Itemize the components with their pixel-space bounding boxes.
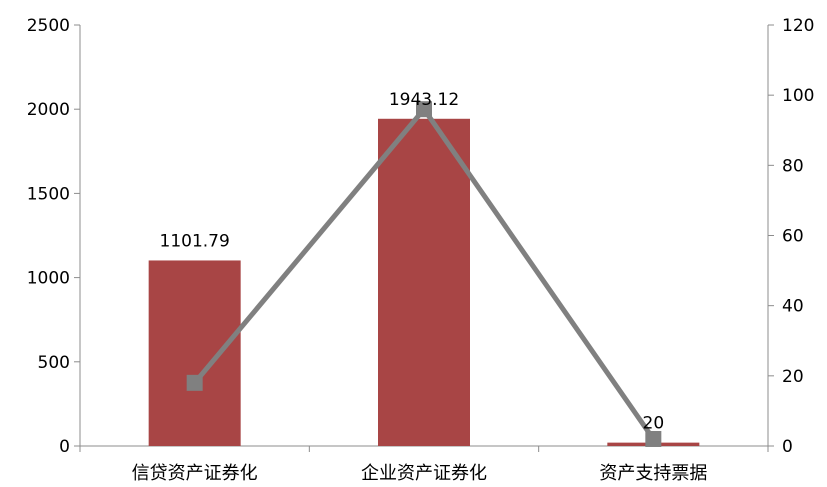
y-right-tick-label: 80	[782, 156, 804, 176]
x-tick-label: 资产支持票据	[599, 463, 707, 484]
x-tick-label: 企业资产证券化	[361, 463, 487, 484]
y-right-tick-label: 0	[782, 437, 793, 457]
y-left-tick-label: 0	[59, 437, 70, 457]
y-left-tick-label: 1500	[27, 184, 70, 204]
x-tick-label: 信贷资产证券化	[132, 463, 258, 484]
y-left-tick-label: 2000	[27, 100, 70, 120]
y-right-tick-label: 120	[782, 16, 814, 36]
bar	[378, 118, 470, 446]
axes: 0 500 1000 1500 2000 2500 0 20 40 60 80 100 120 信贷资产证…	[27, 16, 815, 484]
y-right-tick-label: 60	[782, 227, 804, 247]
line-marker	[186, 374, 203, 391]
y-left-tick-label: 2500	[27, 16, 70, 36]
line-marker	[416, 101, 432, 118]
bar-data-label: 20	[643, 414, 665, 434]
bar-data-label: 1943.12	[389, 90, 459, 110]
y-left-tick-label: 500	[38, 353, 70, 373]
bar-data-label: 1101.79	[160, 231, 230, 251]
bar	[148, 260, 241, 446]
line-marker	[645, 430, 662, 447]
y-right-tick-label: 20	[782, 367, 804, 387]
y-left-tick-label: 1000	[27, 269, 70, 289]
data-labels: 1101.79 1943.12 20	[160, 90, 665, 434]
line-series	[186, 101, 662, 447]
bar-series	[148, 118, 700, 446]
y-right-tick-label: 40	[782, 297, 804, 317]
y-right-tick-label: 100	[782, 86, 814, 106]
